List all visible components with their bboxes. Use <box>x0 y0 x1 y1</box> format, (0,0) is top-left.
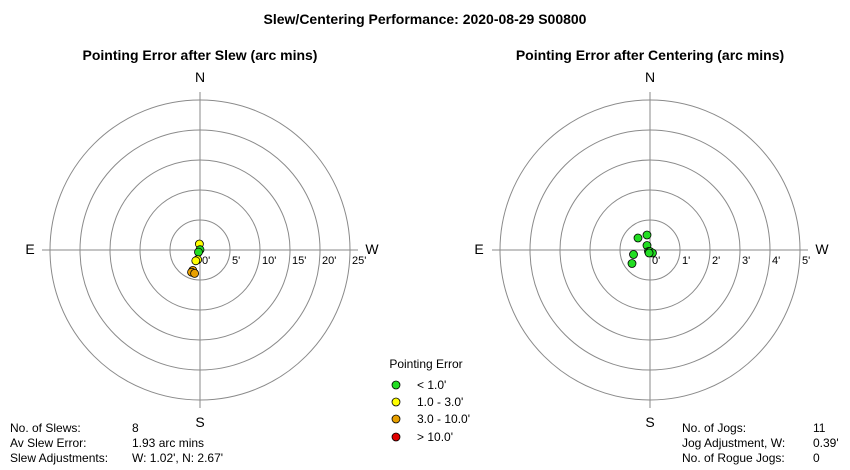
radial-tick-label: 20' <box>322 255 336 267</box>
error-point <box>629 250 638 259</box>
centering-tick-labels: 0' 1' 2' 3' 4' 5' <box>652 255 810 267</box>
centering-compass-north: N <box>645 69 655 85</box>
error-point <box>627 259 637 268</box>
legend-marker-lt1 <box>391 380 401 390</box>
radial-tick-label: 15' <box>292 255 306 267</box>
error-point <box>191 256 201 266</box>
error-point <box>642 230 652 240</box>
radial-tick-label: 1' <box>682 255 690 267</box>
legend-item-gt10: > 10.0' <box>391 430 453 444</box>
legend-marker-1to3 <box>391 397 401 407</box>
error-point <box>194 247 203 257</box>
slew-compass-south: S <box>195 414 204 430</box>
legend-label-gt10: > 10.0' <box>417 430 453 444</box>
stat-value-av-slew-error: 1.93 arc mins <box>132 436 204 450</box>
slew-stats: No. of Slews: 8 Av Slew Error: 1.93 arc … <box>10 421 223 465</box>
centering-compass-west: W <box>815 241 829 257</box>
centering-compass-east: E <box>474 241 483 257</box>
radial-tick-label: 0' <box>202 255 210 267</box>
radial-tick-label: 3' <box>742 255 750 267</box>
legend-title: Pointing Error <box>389 357 462 371</box>
centering-points <box>627 230 657 268</box>
radial-tick-label: 0' <box>652 255 660 267</box>
stat-label-rogue-jogs: No. of Rogue Jogs: <box>682 451 785 465</box>
error-point <box>633 233 643 243</box>
stat-value-rogue-jogs: 0 <box>813 451 820 465</box>
slew-polar-plot: Pointing Error after Slew (arc mins) N S… <box>25 47 379 430</box>
legend-item-3to10: 3.0 - 10.0' <box>391 412 470 426</box>
legend-marker-3to10 <box>391 414 401 424</box>
centering-polar-grid <box>492 92 808 408</box>
legend-marker-gt10 <box>391 432 401 442</box>
stat-label-slews: No. of Slews: <box>10 421 81 435</box>
legend-label-3to10: 3.0 - 10.0' <box>417 412 470 426</box>
figure-title: Slew/Centering Performance: 2020-08-29 S… <box>264 11 587 27</box>
slew-compass-west: W <box>365 241 379 257</box>
stat-label-jog-adjustment: Jog Adjustment, W: <box>682 436 785 450</box>
legend-label-1to3: 1.0 - 3.0' <box>417 395 463 409</box>
centering-plot-title: Pointing Error after Centering (arc mins… <box>516 47 784 63</box>
legend-item-1to3: 1.0 - 3.0' <box>391 395 463 409</box>
slew-compass-north: N <box>195 69 205 85</box>
radial-tick-label: 4' <box>772 255 780 267</box>
radial-tick-label: 5' <box>232 255 240 267</box>
centering-compass-south: S <box>645 414 654 430</box>
radial-tick-label: 10' <box>262 255 276 267</box>
radial-tick-label: 2' <box>712 255 720 267</box>
stat-label-jogs: No. of Jogs: <box>682 421 746 435</box>
centering-polar-plot: Pointing Error after Centering (arc mins… <box>474 47 829 430</box>
slew-tick-labels: 0' 5' 10' 15' 20' 25' <box>202 255 366 267</box>
stat-value-jogs: 11 <box>813 421 826 435</box>
stat-value-slews: 8 <box>132 421 139 435</box>
slew-compass-east: E <box>25 241 34 257</box>
legend: Pointing Error < 1.0' 1.0 - 3.0' 3.0 - 1… <box>389 357 470 444</box>
stat-label-av-slew-error: Av Slew Error: <box>10 436 86 450</box>
slew-points <box>187 239 205 278</box>
radial-tick-label: 25' <box>352 255 366 267</box>
error-point <box>644 248 654 258</box>
stat-value-jog-adjustment: 0.39' <box>813 436 839 450</box>
radial-tick-label: 5' <box>802 255 810 267</box>
slew-plot-title: Pointing Error after Slew (arc mins) <box>83 47 318 63</box>
slew-polar-grid <box>42 92 358 408</box>
stat-label-slew-adjustments: Slew Adjustments: <box>10 451 108 465</box>
error-point <box>190 268 200 278</box>
stat-value-slew-adjustments: W: 1.02', N: 2.67' <box>132 451 223 465</box>
legend-label-lt1: < 1.0' <box>417 378 446 392</box>
legend-item-lt1: < 1.0' <box>391 378 446 392</box>
jog-stats: No. of Jogs: 11 Jog Adjustment, W: 0.39'… <box>682 421 839 465</box>
